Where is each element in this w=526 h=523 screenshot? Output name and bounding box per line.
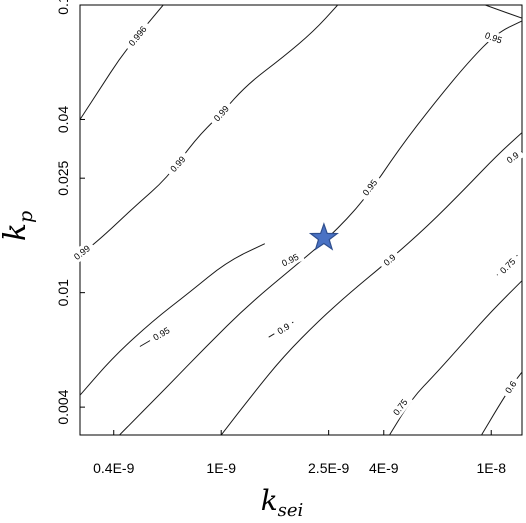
y-axis-title-main: k [0,223,33,241]
contour-label-0-6-13: 0.6 [499,375,522,399]
x-axis-ticks: 0.4E-9 1E-9 2.5E-9 4E-9 1E-8 [93,430,506,476]
contour-line-0-95-5 [119,20,522,435]
x-axis-title-subscript: sei [278,500,304,521]
x-tick-label-4: 1E-8 [476,460,506,476]
contour-line-0-95-4 [485,5,522,19]
svg-text:ksei: ksei [261,484,304,521]
contour-label-0-95-4: 0.95 [479,27,509,48]
y-tick-label-1: 0.04 [55,106,71,133]
contour-line-0-95-6 [80,243,266,396]
contour-label-0-9-9: 0.9 [271,318,296,340]
optimum-star-marker [308,222,339,251]
y-tick-label-4: 0.004 [55,389,71,424]
y-tick-label-3: 0.01 [55,279,71,306]
contour-label-0-9-8: 0.9 [377,248,402,272]
contour-line-0-75-11 [389,280,522,435]
x-axis-title: ksei [261,484,304,521]
contour-label-0-9-10: 0.9 [500,146,525,169]
plot-frame [79,4,523,436]
svg-text:kp: kp [0,211,37,241]
x-tick-label-3: 4E-9 [369,460,399,476]
y-axis-title-subscript: p [15,211,37,223]
contour-line-0-99-2 [220,5,339,114]
y-axis-title: kp [0,211,37,241]
contour-line-0-99-1 [80,113,222,256]
y-tick-label-0: 0.1 [55,0,71,15]
x-tick-label-0: 0.4E-9 [93,460,134,476]
x-tick-label-1: 1E-9 [206,460,236,476]
x-axis-title-main: k [261,484,278,517]
x-tick-label-2: 2.5E-9 [308,460,349,476]
contour-line-0-9-8 [220,132,522,435]
star-marker [308,222,339,251]
y-tick-label-2: 0.025 [55,160,71,195]
y-axis-ticks: 0.1 0.04 0.025 0.01 0.004 [55,0,85,425]
